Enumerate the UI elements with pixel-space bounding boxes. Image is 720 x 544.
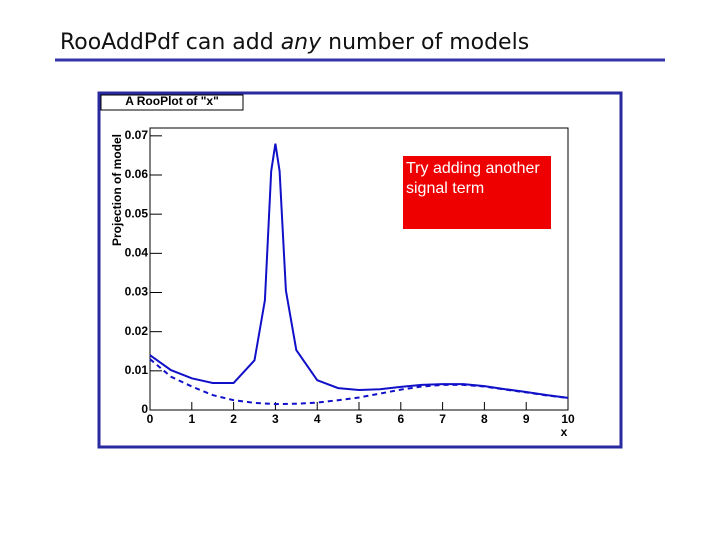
x-tick-label: 2 xyxy=(230,412,237,426)
x-tick-label: 4 xyxy=(314,412,321,426)
annotation: Try adding another signal term xyxy=(406,160,540,197)
title-part: RooAddPdf can add xyxy=(60,30,281,55)
plot-title-box xyxy=(100,94,244,111)
y-tick-label: 0 xyxy=(141,402,148,416)
y-axis-label: Projection of model xyxy=(110,134,124,246)
title-part: number of models xyxy=(321,30,529,55)
annotation-box xyxy=(403,156,551,229)
y-tick-label: 0.01 xyxy=(125,363,149,377)
x-tick-label: 3 xyxy=(272,412,279,426)
annotation-holder: Try adding another signal term xyxy=(406,160,540,197)
series-line xyxy=(149,358,569,406)
y-tick-label: 0.06 xyxy=(125,167,149,181)
canvas-frame xyxy=(97,91,623,449)
x-tick-label: 6 xyxy=(397,412,404,426)
slide-title: RooAddPdf can add any number of models xyxy=(60,30,529,55)
x-tick-label: 8 xyxy=(481,412,488,426)
y-tick-label: 0.05 xyxy=(125,206,149,220)
x-tick-label: 7 xyxy=(439,412,446,426)
title-part: any xyxy=(281,30,322,55)
x-tick-label: 1 xyxy=(188,412,195,426)
y-tick-label: 0.02 xyxy=(125,324,149,338)
x-tick-label: 9 xyxy=(523,412,530,426)
y-tick-label: 0.07 xyxy=(125,128,149,142)
plot-title: A RooPlot of "x" xyxy=(125,94,219,108)
x-tick-label: 10 xyxy=(561,412,575,426)
x-tick-label: 5 xyxy=(356,412,363,426)
x-tick-label: 0 xyxy=(147,412,154,426)
y-tick-label: 0.04 xyxy=(125,246,149,260)
y-tick-label: 0.03 xyxy=(125,285,149,299)
x-axis-label: x xyxy=(561,425,568,439)
